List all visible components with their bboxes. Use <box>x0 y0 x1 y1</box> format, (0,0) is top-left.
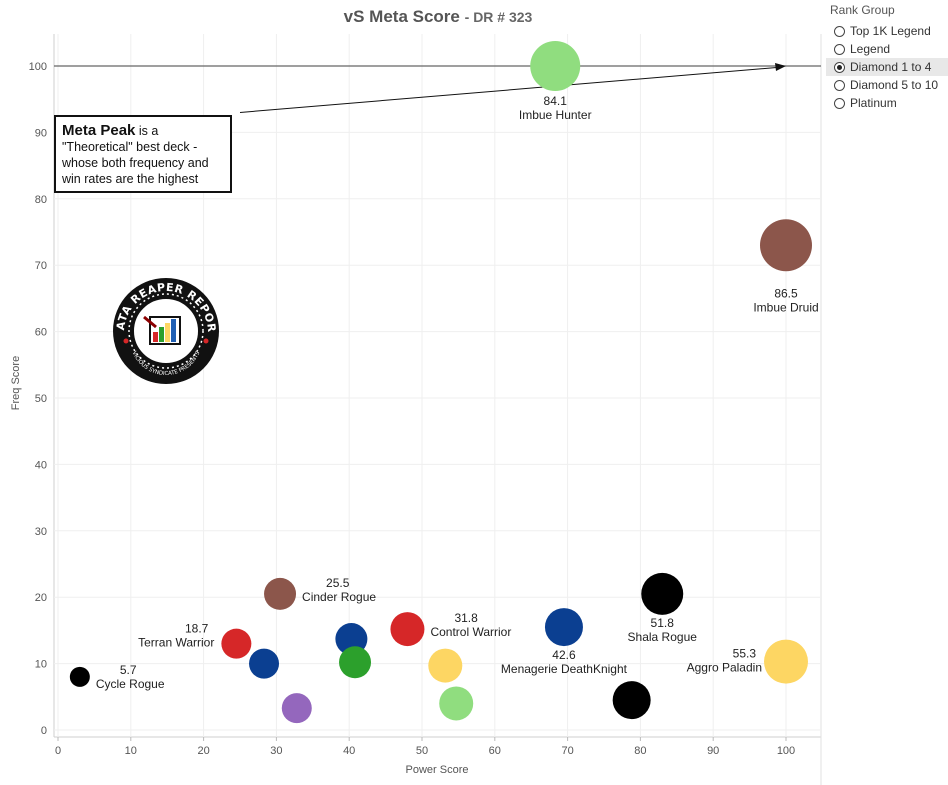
deck-point <box>439 686 474 721</box>
x-tick-label: 10 <box>125 745 137 757</box>
legend-item-1[interactable]: Legend <box>826 40 948 58</box>
deck-name-label: Terran Warrior <box>138 636 214 650</box>
deck-score-label: 55.3 <box>733 647 757 661</box>
y-tick-label: 90 <box>35 127 47 139</box>
deck-point <box>339 646 372 679</box>
chart-title-dr: DR # 323 <box>473 9 533 25</box>
deck-score-label: 25.5 <box>326 576 350 590</box>
deck-score-label: 31.8 <box>454 611 478 625</box>
deck-name-label: Cycle Rogue <box>96 677 165 691</box>
x-tick-label: 40 <box>343 745 355 757</box>
deck-point <box>249 648 280 679</box>
deck-point <box>612 681 651 720</box>
chart-title: vS Meta Score - DR # 323 <box>0 7 876 27</box>
radio-icon[interactable] <box>834 79 845 91</box>
deck-point <box>390 612 425 647</box>
deck-point <box>281 693 312 724</box>
chart-title-main: vS Meta Score <box>343 7 460 26</box>
deck-point <box>221 628 252 659</box>
meta-peak-callout: Meta Peak is a "Theoretical" best deck -… <box>54 115 232 193</box>
legend-item-0[interactable]: Top 1K Legend <box>826 22 948 40</box>
deck-name-label: Control Warrior <box>430 625 511 639</box>
legend-item-label: Diamond 1 to 4 <box>850 60 932 74</box>
legend-item-label: Diamond 5 to 10 <box>850 78 939 92</box>
x-tick-label: 50 <box>416 745 428 757</box>
y-axis-title: Freq Score <box>10 356 22 410</box>
y-tick-label: 80 <box>35 194 47 206</box>
scatter-chart: 0 10 20 30 40 50 60 70 80 90 100 0 10 20 30 40 50 60 70 80 9… <box>10 34 822 785</box>
deck-point <box>69 666 90 687</box>
legend-item-2[interactable]: Diamond 1 to 4 <box>826 58 948 76</box>
deck-point <box>428 648 463 683</box>
legend-item-label: Platinum <box>850 96 897 110</box>
deck-score-label: 51.8 <box>651 616 675 630</box>
legend-items: Top 1K Legend Legend Diamond 1 to 4 Diamond… <box>826 22 948 112</box>
callout-text: is a "Theoretical" best deck - whose bot… <box>62 124 209 186</box>
x-tick-label: 80 <box>634 745 646 757</box>
deck-name-label: Menagerie DeathKnight <box>501 662 628 676</box>
y-tick-label: 0 <box>41 725 47 737</box>
y-tick-label: 100 <box>29 61 47 73</box>
radio-icon[interactable] <box>834 61 845 73</box>
rank-group-legend: Rank Group Top 1K Legend Legend Diamond 1 … <box>826 0 948 112</box>
x-tick-label: 20 <box>197 745 209 757</box>
x-tick-label: 60 <box>489 745 501 757</box>
x-tick-label: 30 <box>270 745 282 757</box>
legend-item-label: Legend <box>850 42 891 56</box>
legend-title: Rank Group <box>830 3 895 17</box>
radio-icon[interactable] <box>834 43 845 55</box>
x-tick-label: 90 <box>707 745 719 757</box>
y-tick-label: 60 <box>35 327 47 339</box>
y-tick-label: 10 <box>35 659 47 671</box>
deck-point <box>760 219 812 272</box>
y-tick-label: 20 <box>35 592 47 604</box>
deck-point <box>544 608 583 647</box>
legend-item-label: Top 1K Legend <box>850 24 931 38</box>
deck-score-label: 86.5 <box>774 286 798 300</box>
meta-peak-arrow-line <box>239 66 779 113</box>
legend-item-3[interactable]: Diamond 5 to 10 <box>826 76 948 94</box>
chart-title-sub: - DR # 323 <box>464 9 533 25</box>
deck-score-label: 5.7 <box>120 663 137 677</box>
deck-point <box>264 577 297 610</box>
x-tick-label: 100 <box>777 745 795 757</box>
deck-name-label: Imbue Druid <box>753 300 818 314</box>
deck-point <box>641 572 684 615</box>
y-tick-label: 50 <box>35 393 47 405</box>
meta-peak-arrowhead <box>775 63 786 71</box>
data-reaper-report-logo: DATA REAPER REPORT VICIOUS SYNDICATE PRE… <box>112 277 219 384</box>
deck-name-label: Cinder Rogue <box>302 590 376 604</box>
deck-point <box>764 639 808 684</box>
radio-icon[interactable] <box>834 25 845 37</box>
deck-score-label: 42.6 <box>552 648 576 662</box>
deck-score-label: 18.7 <box>185 622 209 636</box>
y-tick-label: 70 <box>35 260 47 272</box>
y-tick-label: 30 <box>35 526 47 538</box>
x-tick-label: 0 <box>55 745 61 757</box>
deck-name-label: Imbue Hunter <box>519 108 592 122</box>
x-axis-title: Power Score <box>406 764 469 776</box>
x-tick-label: 70 <box>561 745 573 757</box>
deck-score-label: 84.1 <box>544 94 568 108</box>
legend-item-4[interactable]: Platinum <box>826 94 948 112</box>
y-tick-label: 40 <box>35 459 47 471</box>
deck-name-label: Aggro Paladin <box>687 661 762 675</box>
callout-bold: Meta Peak <box>62 122 136 139</box>
deck-point <box>530 41 581 91</box>
deck-name-label: Shala Rogue <box>628 630 698 644</box>
radio-icon[interactable] <box>834 97 845 109</box>
